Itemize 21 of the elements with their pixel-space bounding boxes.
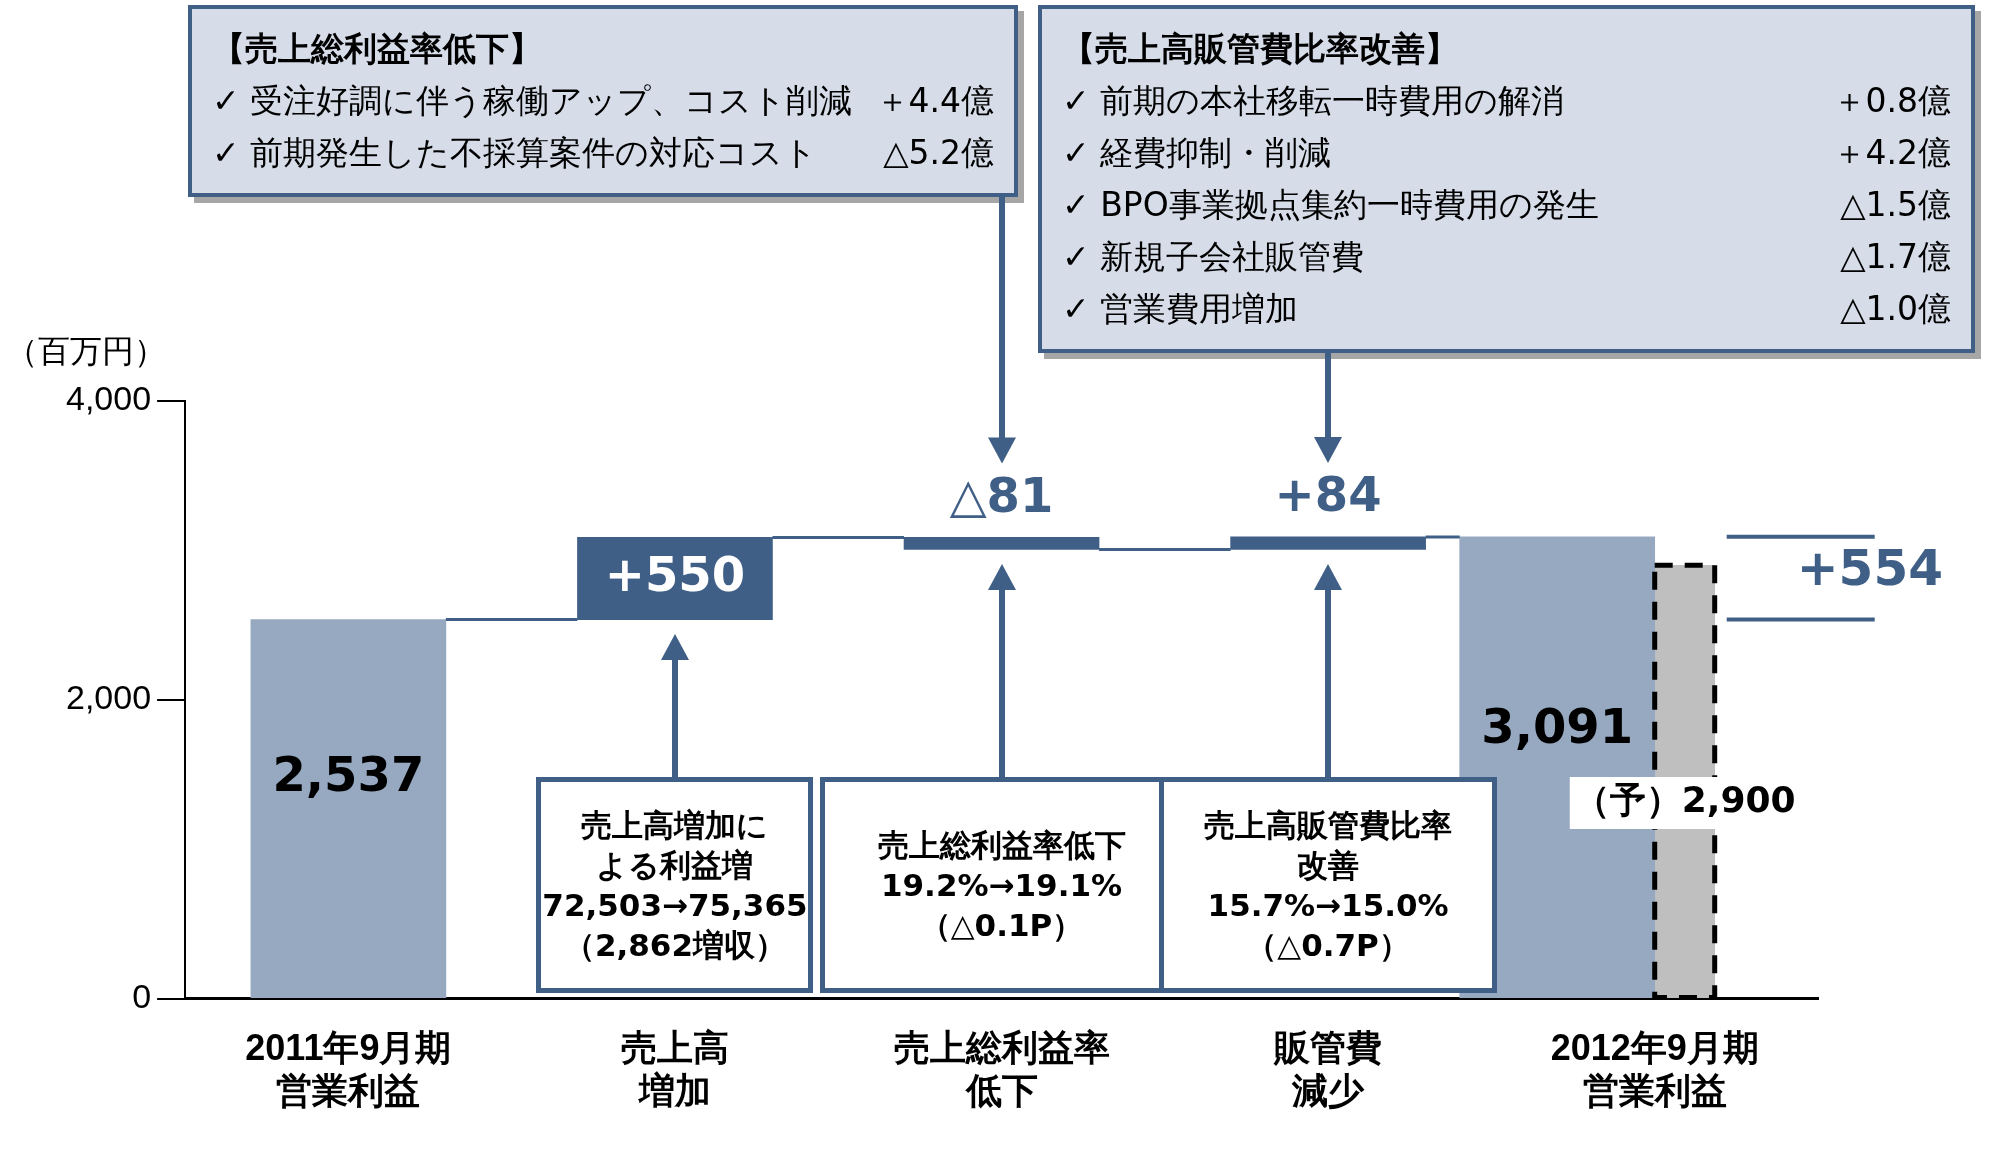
callout-box: 売上高販管費比率改善 15.7%→15.0% （△0.7P）: [1159, 777, 1498, 993]
x-tick-label: 2011年9月期営業利益: [245, 1027, 452, 1112]
x-tick-label: 販管費減少: [1273, 1027, 1383, 1112]
data-label: +550: [604, 545, 746, 602]
y-axis-title: （百万円）: [6, 331, 166, 372]
annotation: +554: [1796, 539, 1943, 598]
y-tick-label: 4,000: [65, 379, 152, 418]
x-tick-label: 売上高増加: [620, 1027, 729, 1112]
data-label: +84: [1274, 466, 1382, 523]
data-label: 2,537: [272, 745, 425, 802]
annotation: 売上総利益率低下 19.2%→19.1% （△0.1P）: [877, 826, 1126, 945]
y-tick-label: 2,000: [65, 678, 152, 717]
callout-box: 売上高増加による利益増 72,503→75,365 （2,862増収）: [536, 777, 814, 993]
x-tick-label: 売上総利益率低下: [893, 1027, 1110, 1112]
data-label: △81: [949, 466, 1054, 523]
annotation: 売上高増加による利益増 72,503→75,365 （2,862増収）: [542, 806, 808, 965]
y-tick-label: 0: [132, 976, 152, 1015]
x-tick-label: 2012年9月期営業利益: [1550, 1027, 1759, 1112]
annotation: 売上高販管費比率改善 15.7%→15.0% （△0.7P）: [1203, 806, 1454, 965]
data-label: 3,091: [1481, 697, 1634, 754]
data-label: （予）2,900: [1573, 779, 1796, 821]
